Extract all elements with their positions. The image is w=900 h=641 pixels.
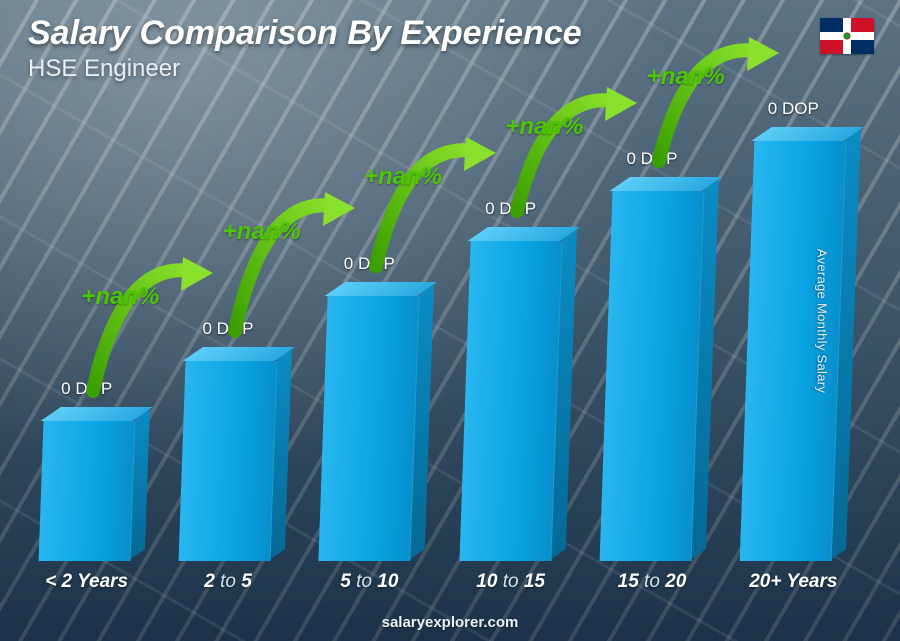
salary-bar: [178, 361, 277, 561]
percent-increase-label: +nan%: [364, 163, 442, 191]
infographic-stage: Salary Comparison By Experience HSE Engi…: [0, 0, 900, 641]
category-label: 15 to 20: [618, 571, 687, 593]
chart-column: 0 DOP+nan% 2 to 5: [171, 93, 284, 593]
category-label: < 2 Years: [45, 571, 128, 593]
category-label: 2 to 5: [204, 571, 252, 593]
bar-wrap: 0 DOP: [30, 421, 143, 561]
country-flag-icon: [820, 18, 874, 54]
bar-wrap: 0 DOP+nan%: [737, 141, 850, 561]
bar-value-label: 0 DOP: [344, 254, 395, 274]
bar-wrap: 0 DOP+nan%: [171, 361, 284, 561]
bar-value-label: 0 DOP: [202, 319, 253, 339]
chart-column: 0 DOP+nan% 15 to 20: [595, 93, 708, 593]
y-axis-label: Average Monthly Salary: [814, 248, 829, 392]
percent-increase-label: +nan%: [505, 113, 583, 141]
salary-bar: [600, 191, 705, 561]
chart-column: 0 DOP+nan% 10 to 15: [454, 93, 567, 593]
salary-bar: [319, 296, 420, 561]
salary-bar: [38, 421, 135, 561]
bar-value-label: 0 DOP: [626, 149, 677, 169]
title-block: Salary Comparison By Experience HSE Engi…: [28, 14, 582, 83]
salary-bar: [740, 141, 847, 561]
salary-bar: [459, 241, 562, 561]
percent-increase-label: +nan%: [223, 218, 301, 246]
percent-increase-label: +nan%: [81, 283, 159, 311]
chart-column: 0 DOP < 2 Years: [30, 93, 143, 593]
page-title: Salary Comparison By Experience: [28, 14, 582, 53]
page-subtitle: HSE Engineer: [28, 55, 582, 83]
chart-column: 0 DOP+nan% 20+ Years: [737, 93, 850, 593]
salary-bar-chart: 0 DOP< 2 Years0 DOP+nan%2 to 50 DOP+nan%…: [30, 93, 850, 593]
bar-value-label: 0 DOP: [768, 99, 819, 119]
footer-attribution: salaryexplorer.com: [0, 614, 900, 631]
percent-increase-label: +nan%: [647, 63, 725, 91]
bar-wrap: 0 DOP+nan%: [313, 296, 426, 561]
bar-value-label: 0 DOP: [61, 379, 112, 399]
category-label: 5 to 10: [340, 571, 398, 593]
bar-wrap: 0 DOP+nan%: [595, 191, 708, 561]
bar-value-label: 0 DOP: [485, 199, 536, 219]
bar-wrap: 0 DOP+nan%: [454, 241, 567, 561]
category-label: 10 to 15: [476, 571, 545, 593]
category-label: 20+ Years: [749, 571, 837, 593]
